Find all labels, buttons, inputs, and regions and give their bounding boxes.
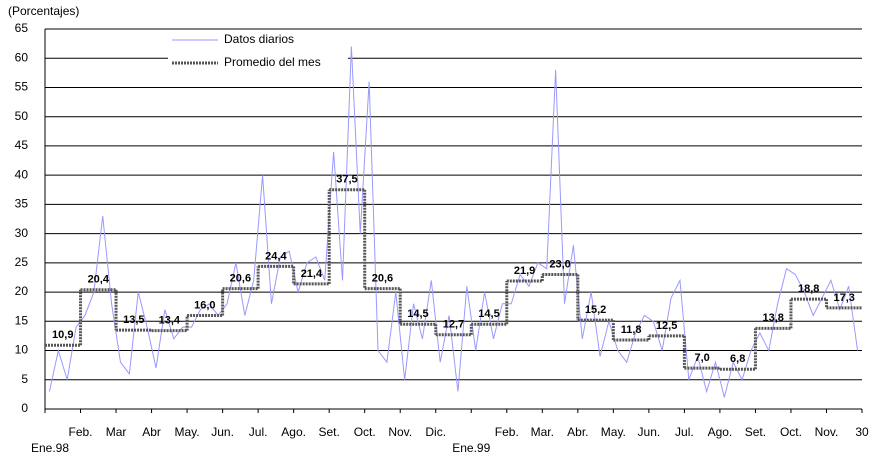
x-tick-label: May. [601,425,626,439]
y-tick-label: 40 [15,167,29,181]
x-tick-label: Ago. [708,425,733,439]
value-label: 7,0 [695,352,710,364]
y-tick-label: 60 [15,50,29,64]
value-label: 20,6 [230,272,251,284]
value-label: 14,5 [407,308,428,320]
x-tick-label: Ago. [281,425,306,439]
value-label: 13,5 [123,314,144,326]
value-label: 13,4 [159,315,181,327]
value-label: 21,4 [301,268,323,280]
x-tick-label: Ene.99 [452,441,490,455]
y-tick-label: 35 [15,197,29,211]
value-label: 14,5 [478,308,499,320]
x-tick-label: Nov. [388,425,412,439]
x-tick-label: Ene.98 [31,441,69,455]
legend-label: Promedio del mes [224,55,321,69]
value-label: 23,0 [549,258,570,270]
y-tick-label: 15 [15,313,29,327]
value-label: 17,3 [834,292,855,304]
value-label: 6,8 [730,353,745,365]
legend-bg [168,31,348,49]
x-tick-label: Abr. [567,425,588,439]
y-tick-label: 20 [15,284,29,298]
value-label: 21,9 [514,265,535,277]
y-tick-label: 10 [15,343,29,357]
y-axis-label: (Porcentajes) [8,4,79,18]
x-tick-label: Jun. [211,425,234,439]
x-tick-label: Jul. [675,425,694,439]
value-label: 12,5 [656,320,677,332]
x-tick-label: Mar [106,425,127,439]
y-tick-label: 5 [21,372,28,386]
x-tick-label: May. [175,425,200,439]
legend-label: Datos diarios [224,32,294,46]
y-tick-label: 25 [15,255,29,269]
x-tick-label: Mar. [531,425,554,439]
y-tick-label: 0 [21,401,28,415]
value-label: 15,2 [585,304,606,316]
x-tick-label: Abr [142,425,161,439]
value-label: 13,8 [762,312,783,324]
x-tick-label: Feb. [69,425,93,439]
value-label: 24,4 [265,250,287,262]
value-label: 18,8 [798,283,819,295]
legend-bg [168,54,348,72]
x-tick-label: Nov. [815,425,839,439]
x-tick-label: Set. [318,425,339,439]
value-label: 12,7 [443,319,464,331]
value-label: 37,5 [336,174,357,186]
value-label: 16,0 [194,299,215,311]
x-tick-label: Dic. [425,425,446,439]
y-tick-label: 65 [15,21,29,35]
value-label: 20,6 [372,272,393,284]
y-tick-label: 55 [15,80,29,94]
x-tick-label: Jul. [249,425,268,439]
value-label: 20,4 [88,274,110,286]
x-tick-label: Feb. [495,425,519,439]
y-tick-label: 30 [15,226,29,240]
y-tick-label: 45 [15,138,29,152]
x-tick-label: Oct. [354,425,376,439]
x-tick-label: Set. [745,425,766,439]
y-tick-label: 50 [15,109,29,123]
x-tick-label: 30 [855,425,869,439]
value-label: 11,8 [621,324,642,336]
x-tick-label: Oct. [780,425,802,439]
x-tick-label: Jun. [638,425,661,439]
daily-line [48,46,859,398]
value-label: 10,9 [52,329,73,341]
